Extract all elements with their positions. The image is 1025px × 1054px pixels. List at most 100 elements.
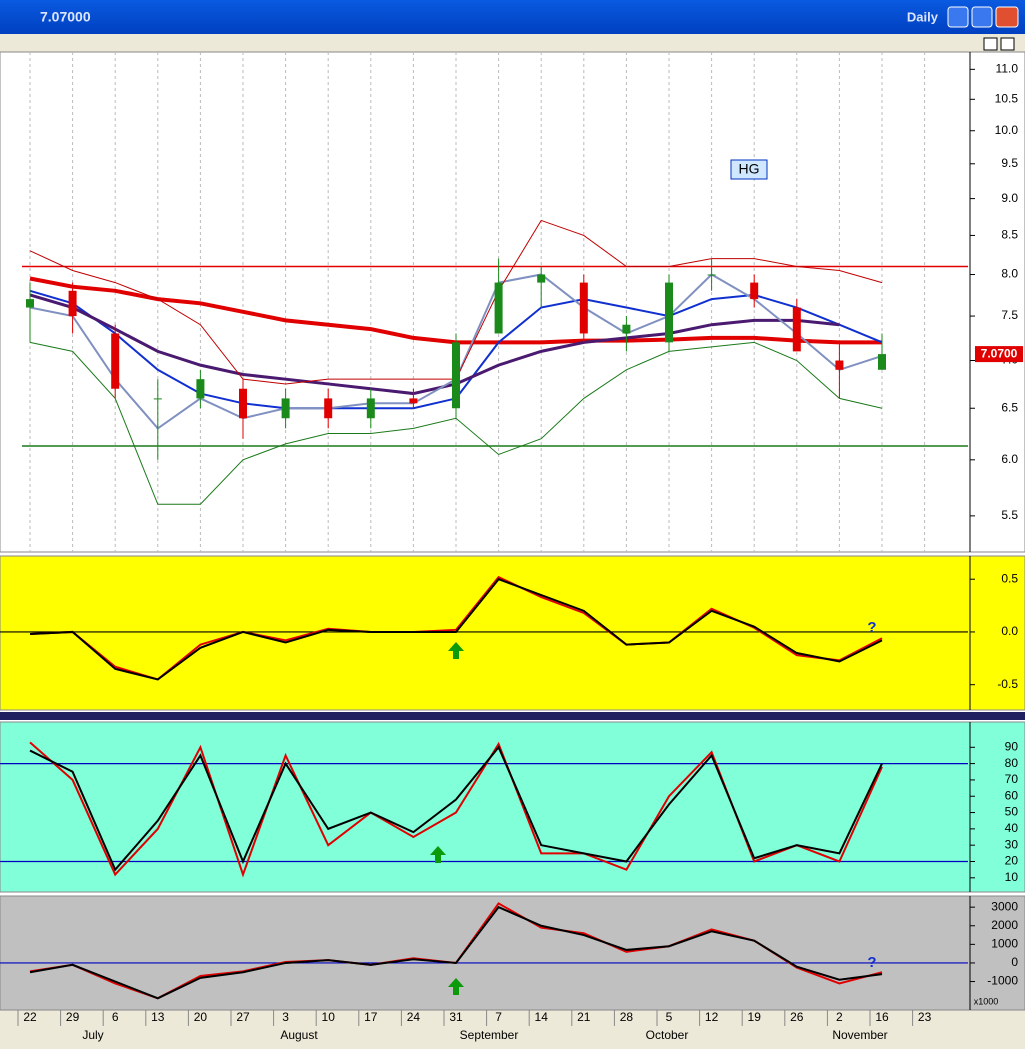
y-tick-label: 0	[1011, 955, 1018, 969]
x-tick-label: 13	[151, 1010, 165, 1024]
close-button[interactable]	[995, 6, 1019, 28]
month-label: July	[82, 1028, 103, 1042]
signal-arrow	[448, 642, 464, 659]
y-tick-label: 60	[1005, 788, 1019, 802]
last-price-box	[975, 346, 1023, 363]
y-tick-label: 11.0	[996, 62, 1019, 76]
x-tick-label: 5	[666, 1010, 673, 1024]
y-tick-label: 9.5	[1001, 156, 1018, 170]
signal-note: ?	[867, 619, 876, 636]
series-line	[29, 341, 883, 505]
date-axis	[0, 1010, 1025, 1049]
interval: Daily	[907, 9, 939, 24]
y-tick-label: 50	[1005, 805, 1019, 819]
last-price: 7.0700	[981, 346, 1018, 360]
y-tick-label: 2000	[991, 918, 1018, 932]
x-tick-label: 12	[705, 1010, 719, 1024]
symbol-box	[730, 159, 768, 180]
panel-background	[0, 51, 1025, 553]
candle-body	[537, 274, 546, 283]
y-tick-label: 5.5	[1001, 508, 1018, 522]
y-tick-label: 40	[1005, 821, 1019, 835]
y-tick-label: -1000	[987, 974, 1018, 988]
restore-button[interactable]	[983, 37, 998, 51]
signal-arrow	[448, 978, 464, 995]
candle-body	[452, 342, 460, 409]
x-tick-label: 28	[620, 1010, 634, 1024]
x-tick-label: 24	[407, 1010, 421, 1024]
series-line	[29, 745, 883, 872]
close-chart-button[interactable]	[1000, 37, 1015, 51]
y-tick-label: 0.5	[1001, 571, 1018, 585]
x-tick-label: 7	[495, 1010, 502, 1024]
month-label: October	[646, 1028, 689, 1042]
x-tick-label: 2	[836, 1010, 843, 1024]
symbol-label: HG	[739, 161, 760, 177]
candle-body	[707, 274, 716, 276]
month-label: November	[832, 1028, 887, 1042]
candle-body	[835, 360, 844, 370]
y-tick-label: 80	[1005, 756, 1019, 770]
y-tick-label: 30	[1005, 837, 1019, 851]
candle-body	[494, 282, 503, 334]
y-tick-label: 3000	[991, 899, 1018, 913]
x-tick-label: 26	[790, 1010, 804, 1024]
y-tick-label: 7.5	[1001, 308, 1018, 322]
panel-background	[0, 555, 1025, 711]
series-line	[29, 293, 840, 396]
candle-body	[196, 379, 205, 399]
y-tick-label: 6.5	[1001, 400, 1018, 414]
candle-body	[26, 299, 34, 308]
series-line	[29, 578, 883, 681]
y-tick-label: 1000	[991, 937, 1018, 951]
y-tick-label: 6.0	[1001, 452, 1018, 466]
candle-body	[665, 282, 673, 343]
y-tick-label: -0.5	[997, 677, 1018, 691]
y-tick-label: 10.5	[995, 91, 1019, 105]
candle-body	[409, 398, 418, 404]
x-tick-label: 22	[23, 1010, 37, 1024]
x-tick-label: 6	[112, 1010, 119, 1024]
x-tick-label: 31	[449, 1010, 463, 1024]
x-tick-label: 10	[322, 1010, 336, 1024]
series-line	[29, 905, 883, 1000]
month-label: September	[460, 1028, 519, 1042]
candle-body	[579, 282, 588, 334]
candle-body	[68, 290, 77, 317]
y-tick-label: 8.0	[1001, 267, 1018, 281]
candle-body	[153, 398, 162, 400]
candle-body	[622, 324, 631, 334]
candle-body	[281, 398, 290, 419]
x-tick-label: 3	[282, 1010, 289, 1024]
candle-body	[324, 398, 333, 419]
x-tick-label: 21	[577, 1010, 591, 1024]
minimize-button[interactable]	[947, 6, 969, 28]
y-tick-label: 10	[1005, 870, 1019, 884]
y-tick-label: 20	[1005, 854, 1019, 868]
x-tick-label: 29	[66, 1010, 80, 1024]
x-tick-label: 23	[918, 1010, 932, 1024]
x-tick-label: 17	[364, 1010, 378, 1024]
candle-body	[750, 282, 759, 300]
candle-body	[792, 307, 801, 352]
month-label: August	[280, 1028, 318, 1042]
candle-body	[111, 333, 120, 389]
candle-body	[366, 398, 375, 419]
x-tick-label: 27	[236, 1010, 250, 1024]
charts: 5.56.06.57.07.58.08.59.09.510.010.511.07…	[0, 51, 1025, 1042]
y-tick-label: 0.0	[1001, 624, 1018, 638]
title-bar	[0, 0, 1025, 34]
window-title: 7.07000	[40, 9, 91, 25]
x-tick-label: 19	[748, 1010, 762, 1024]
signal-note: ?	[867, 954, 876, 971]
x-tick-label: 16	[875, 1010, 889, 1024]
separator	[0, 712, 1025, 720]
signal-arrow	[430, 846, 446, 863]
candle-body	[878, 354, 886, 370]
maximize-button[interactable]	[971, 6, 993, 28]
y-tick-label: 90	[1005, 739, 1019, 753]
y-tick-label: 10.0	[995, 123, 1019, 137]
y-tick-label: 8.5	[1001, 228, 1018, 242]
scale-label: x1000	[974, 996, 999, 1006]
